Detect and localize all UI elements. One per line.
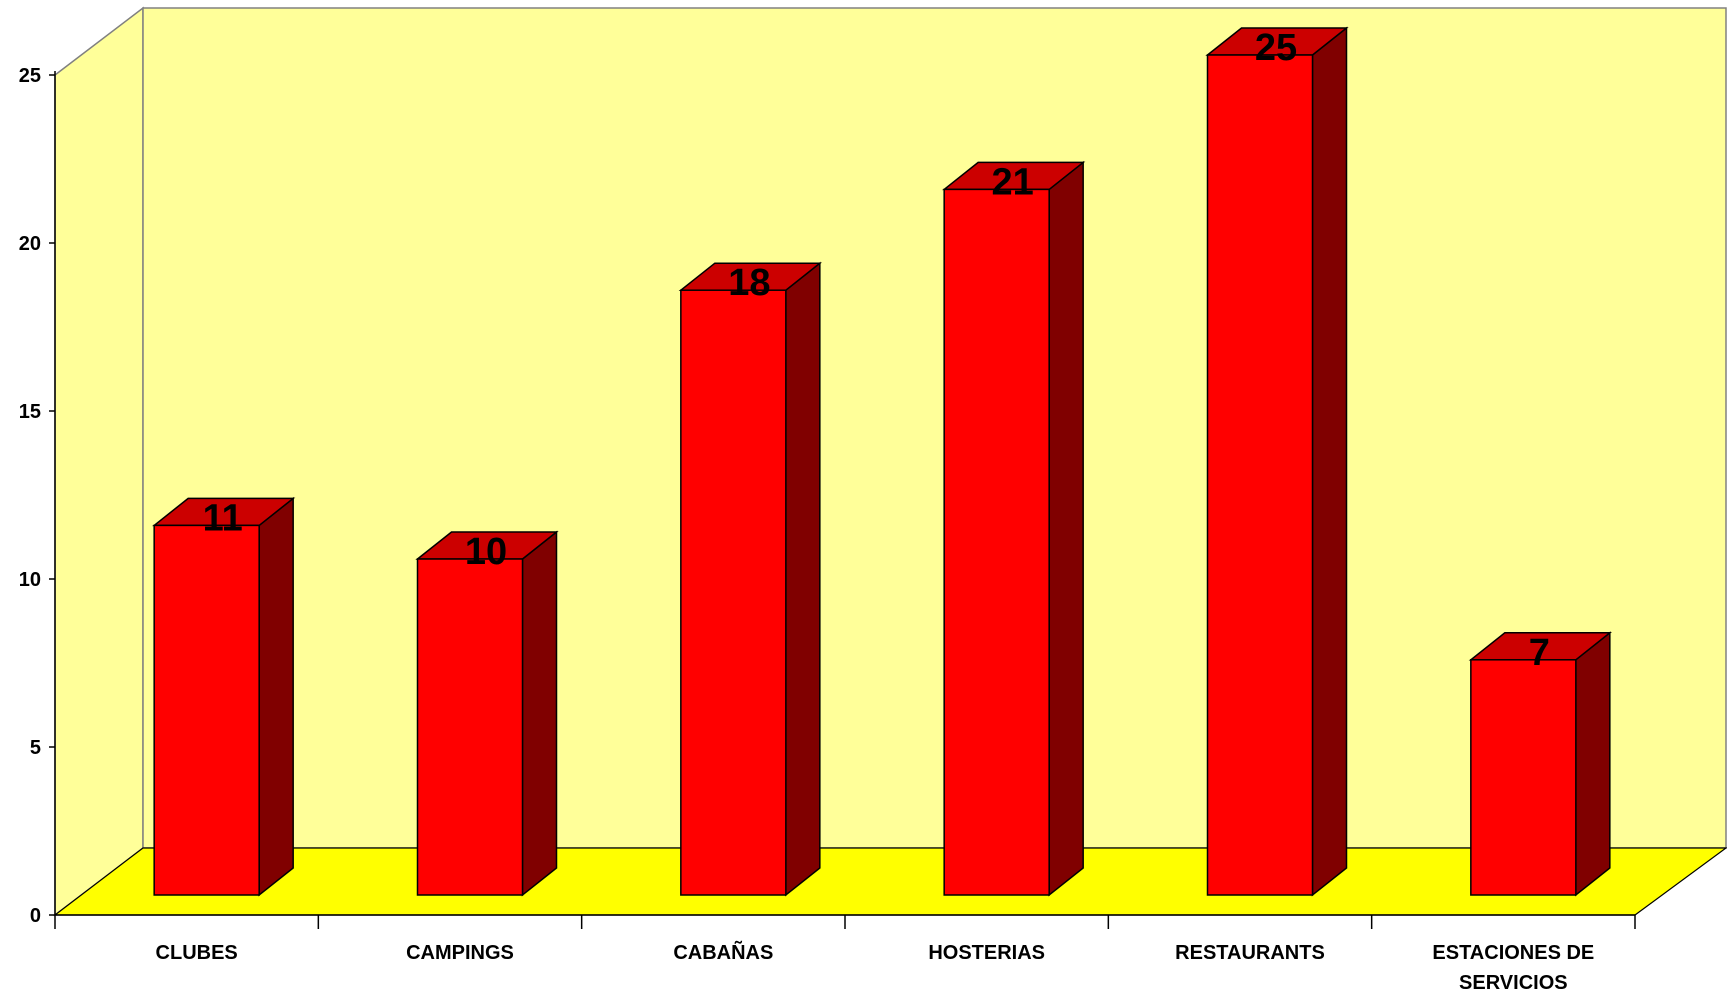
- side-wall: [54, 6, 144, 917]
- bar-front: [153, 524, 260, 896]
- bar-side: [785, 261, 821, 897]
- bar-side: [1311, 26, 1348, 897]
- x-category-label: CLUBES: [156, 942, 238, 964]
- x-category-label: CAMPINGS: [406, 942, 514, 964]
- x-category-label: RESTAURANTS: [1175, 942, 1325, 964]
- x-category-label: CABAÑAS: [673, 941, 773, 964]
- data-label: 11: [203, 497, 243, 539]
- bar-front: [1206, 54, 1314, 896]
- x-category-label: SERVICIOS: [1459, 972, 1568, 992]
- chart-bars: [152, 26, 1612, 897]
- data-label: 7: [1529, 632, 1550, 674]
- back-wall: [142, 7, 1727, 849]
- chart-axes: 0 5 10 15 20 25: [19, 65, 1636, 929]
- y-tick-label: 20: [19, 233, 41, 255]
- bar: [152, 496, 296, 897]
- bar: [942, 160, 1086, 897]
- bar-side: [1048, 160, 1084, 897]
- bar-front: [680, 289, 787, 896]
- chart-labels: 11 CLUBES 10 CAMPINGS 18 CABAÑAS 21 HOSTERIAS 25…: [156, 27, 1595, 992]
- y-tick-label: 0: [30, 905, 41, 927]
- data-label: 21: [992, 161, 1034, 203]
- bar-front: [416, 558, 524, 896]
- bar: [1205, 26, 1349, 897]
- y-tick-label: 15: [19, 401, 41, 423]
- bar-front: [1470, 659, 1577, 896]
- chart-background-walls: [53, 6, 1727, 917]
- bar-front: [943, 188, 1050, 896]
- y-tick-label: 10: [19, 569, 41, 591]
- bar: [678, 261, 822, 897]
- x-category-label: ESTACIONES DE: [1432, 942, 1594, 964]
- data-label: 10: [465, 531, 507, 573]
- data-label: 25: [1255, 27, 1297, 69]
- bar-side: [258, 496, 294, 897]
- y-tick-label: 25: [19, 65, 41, 87]
- y-tick-label: 5: [30, 737, 41, 759]
- x-category-label: HOSTERIAS: [928, 942, 1045, 964]
- bar: [1468, 631, 1612, 897]
- bar-side: [521, 530, 558, 897]
- bar: [415, 530, 559, 897]
- bar-side: [1575, 631, 1611, 897]
- data-label: 18: [728, 262, 770, 304]
